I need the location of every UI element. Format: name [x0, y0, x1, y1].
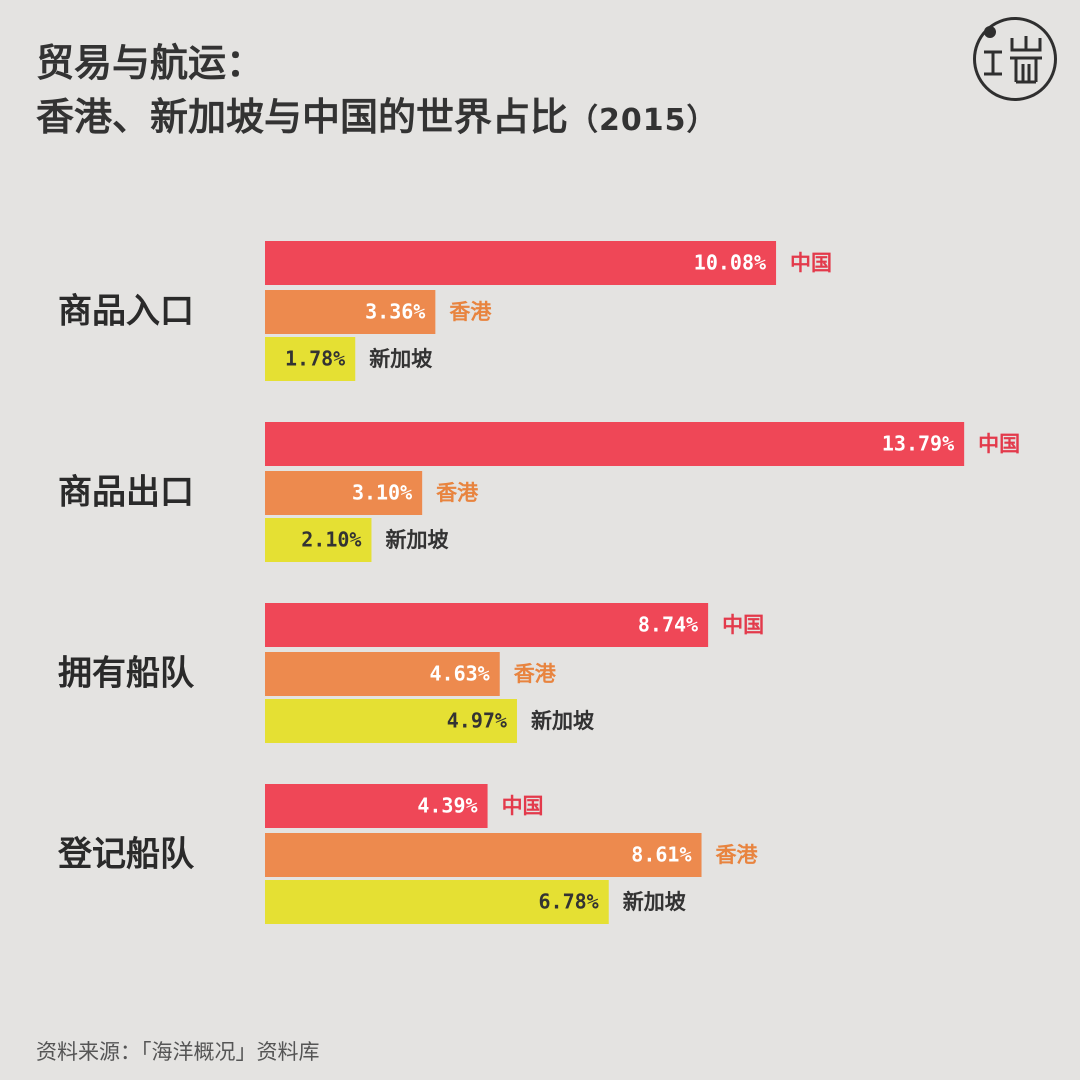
logo-mark-icon	[984, 36, 1042, 84]
bar-value-label: 8.74%	[638, 613, 698, 637]
bar	[265, 833, 702, 877]
bar-value-label: 6.78%	[539, 890, 599, 914]
bar	[265, 518, 372, 562]
series-label: 香港	[436, 481, 479, 505]
source-note: 资料来源：「海洋概况」资料库	[36, 1040, 320, 1064]
bar	[265, 603, 709, 647]
logo-dot	[984, 26, 996, 38]
title-line-2: 香港、新加坡与中国的世界占比	[36, 95, 569, 139]
bar	[265, 337, 356, 381]
brand-logo	[973, 17, 1057, 101]
bar-value-label: 1.78%	[285, 347, 345, 371]
series-label: 香港	[449, 300, 492, 324]
chart-title: 贸易与航运： 香港、新加坡与中国的世界占比（2015）	[36, 36, 718, 148]
bar-value-label: 13.79%	[882, 432, 954, 456]
bar	[265, 652, 500, 696]
bar	[265, 471, 423, 515]
series-label: 新加坡	[369, 347, 432, 371]
bar	[265, 699, 517, 743]
bar	[265, 241, 777, 285]
series-label: 香港	[514, 662, 557, 686]
bar	[265, 290, 436, 334]
series-label: 香港	[716, 843, 759, 867]
series-label: 中国	[502, 794, 544, 818]
bar-value-label: 2.10%	[301, 528, 361, 552]
title-year: （2015）	[568, 103, 718, 138]
bar-value-label: 3.10%	[352, 481, 412, 505]
category-label: 商品出口	[58, 473, 194, 513]
series-label: 中国	[722, 613, 764, 637]
bar	[265, 880, 609, 924]
bar-value-label: 3.36%	[365, 300, 425, 324]
category-label: 拥有船队	[58, 654, 195, 694]
bar-value-label: 4.39%	[417, 794, 477, 818]
series-label: 新加坡	[385, 528, 448, 552]
bar-value-label: 4.97%	[447, 709, 507, 733]
bar-value-label: 8.61%	[631, 843, 691, 867]
category-label: 商品入口	[58, 292, 194, 332]
series-label: 新加坡	[531, 709, 594, 733]
bar	[265, 422, 965, 466]
series-label: 新加坡	[623, 890, 686, 914]
category-label: 登记船队	[57, 835, 195, 875]
bar	[265, 784, 488, 828]
series-label: 中国	[978, 432, 1020, 456]
title-line-1: 贸易与航运：	[36, 41, 265, 85]
bar-value-label: 10.08%	[694, 251, 766, 275]
bar-value-label: 4.63%	[430, 662, 490, 686]
series-label: 中国	[790, 251, 832, 275]
